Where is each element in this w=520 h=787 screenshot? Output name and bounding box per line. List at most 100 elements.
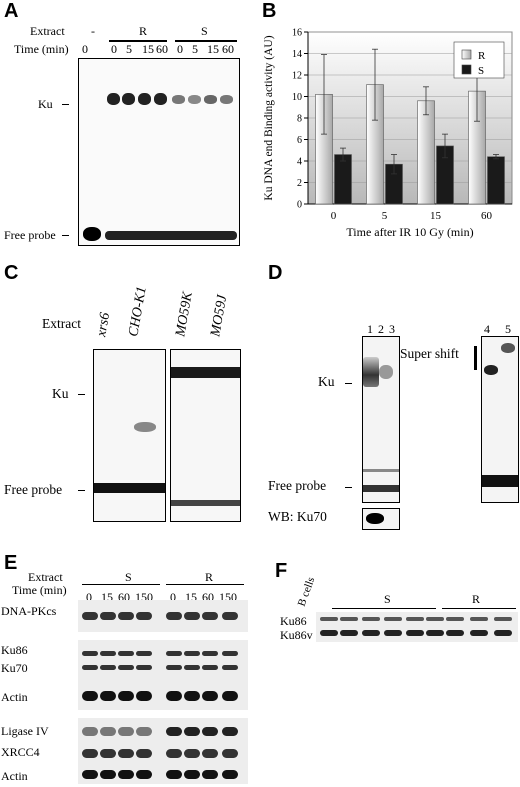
ku-tick-d	[345, 383, 352, 384]
blot-band	[82, 770, 98, 779]
free-probe-band	[83, 227, 101, 241]
blot-band	[82, 651, 98, 656]
blot-band	[184, 691, 200, 701]
blot-band	[406, 617, 424, 621]
blot-band	[82, 727, 98, 736]
group-s-f: S	[384, 592, 391, 606]
group-r-e: R	[205, 570, 214, 584]
blot-band	[100, 770, 116, 779]
time-label-a: 0	[111, 42, 117, 56]
y-tick-label: 14	[292, 49, 302, 60]
blot-band	[100, 665, 116, 670]
group-r-f: R	[472, 592, 481, 606]
free-probe-tick-c	[78, 490, 85, 491]
wb-ku70-blot	[362, 508, 400, 530]
free-probe-band	[171, 500, 240, 506]
gel-c-left	[93, 349, 166, 522]
panel-d-label: D	[268, 262, 283, 284]
free-probe-band	[482, 475, 518, 487]
blot-band	[166, 665, 182, 670]
free-probe-band	[94, 483, 165, 493]
bar-r	[417, 100, 435, 205]
free-probe-band	[363, 485, 399, 492]
blot-band	[202, 665, 218, 670]
row-label-actin-2: Actin	[1, 769, 28, 783]
group-line-r-f	[442, 608, 516, 609]
extract-label: Extract	[30, 24, 65, 38]
blot-band	[222, 612, 238, 620]
extract-group-s: S	[201, 24, 208, 38]
x-tick-label: 15	[430, 210, 442, 222]
gel-a	[78, 58, 240, 246]
time-label-e: 0	[86, 590, 92, 604]
blot-band	[118, 691, 134, 701]
lane-number-1: 1	[367, 322, 373, 336]
blot-band	[82, 665, 98, 670]
extract-label-c: Extract	[42, 316, 81, 331]
blot-band	[166, 749, 182, 758]
blot-band	[202, 770, 218, 779]
blot-band	[320, 630, 338, 636]
row-label-ku86-f: Ku86	[280, 614, 307, 628]
blot-band	[166, 612, 182, 620]
ku-tick-a	[62, 104, 69, 105]
time-label-a: 0	[177, 42, 183, 56]
blot-band	[184, 612, 200, 620]
blot-band	[202, 727, 218, 736]
blot-band	[494, 617, 512, 621]
blot-band	[100, 727, 116, 736]
time-label-a: 5	[126, 42, 132, 56]
ku-label-a: Ku	[38, 97, 53, 111]
panel-e-label: E	[4, 552, 18, 574]
blot-band	[118, 651, 134, 656]
super-shift-band	[501, 343, 515, 353]
ku-label-d: Ku	[318, 374, 335, 389]
bar-s	[334, 154, 352, 205]
blot-band	[118, 665, 134, 670]
lane-number-4: 4	[484, 322, 490, 336]
legend-swatch	[461, 64, 472, 75]
blot-band	[166, 691, 182, 701]
blot-band	[384, 617, 402, 621]
blot-band	[118, 727, 134, 736]
row-label-ku86v-f: Ku86v	[280, 628, 313, 642]
x-tick-label: 60	[481, 210, 493, 222]
lane-label-mo59j: MO59J	[208, 293, 231, 338]
blot-band	[340, 630, 358, 636]
free-probe-tick-a	[62, 235, 69, 236]
free-probe-tick-d	[345, 487, 352, 488]
lane-number-5: 5	[505, 322, 511, 336]
time-label-a: 60	[156, 42, 168, 56]
blot-band	[446, 630, 464, 636]
ku-band	[204, 95, 217, 104]
ku-band	[171, 367, 240, 378]
y-tick-label: 2	[297, 178, 302, 189]
row-label-ligase-iv: Ligase IV	[1, 724, 49, 738]
time-label-a: 0	[82, 42, 88, 56]
blot-band	[136, 727, 152, 736]
ku-band	[122, 93, 135, 105]
lane-number-2: 2	[378, 322, 384, 336]
free-probe-band	[105, 231, 237, 240]
lane-label-cho-k1: CHO-K1	[126, 285, 150, 338]
blot-band	[100, 651, 116, 656]
free-probe-label-d: Free probe	[268, 478, 327, 493]
ku-band	[134, 422, 156, 432]
blot-band	[100, 749, 116, 758]
ku-band	[220, 95, 233, 104]
time-label-e: 0	[170, 590, 176, 604]
ku-band	[154, 93, 167, 105]
blot-band	[136, 665, 152, 670]
ku-band	[172, 95, 185, 104]
bar-s	[487, 156, 505, 205]
blot-band	[118, 612, 134, 620]
x-tick-label: 0	[331, 210, 337, 222]
blot-band	[136, 691, 152, 701]
time-label-a: 15	[207, 42, 219, 56]
group-line-r-e	[166, 584, 244, 585]
b-cells-label: B cells	[295, 575, 318, 608]
free-probe-label-c: Free probe	[4, 482, 63, 497]
x-axis-label: Time after IR 10 Gy (min)	[346, 225, 473, 239]
y-tick-label: 4	[297, 157, 302, 168]
y-tick-label: 0	[297, 200, 302, 211]
